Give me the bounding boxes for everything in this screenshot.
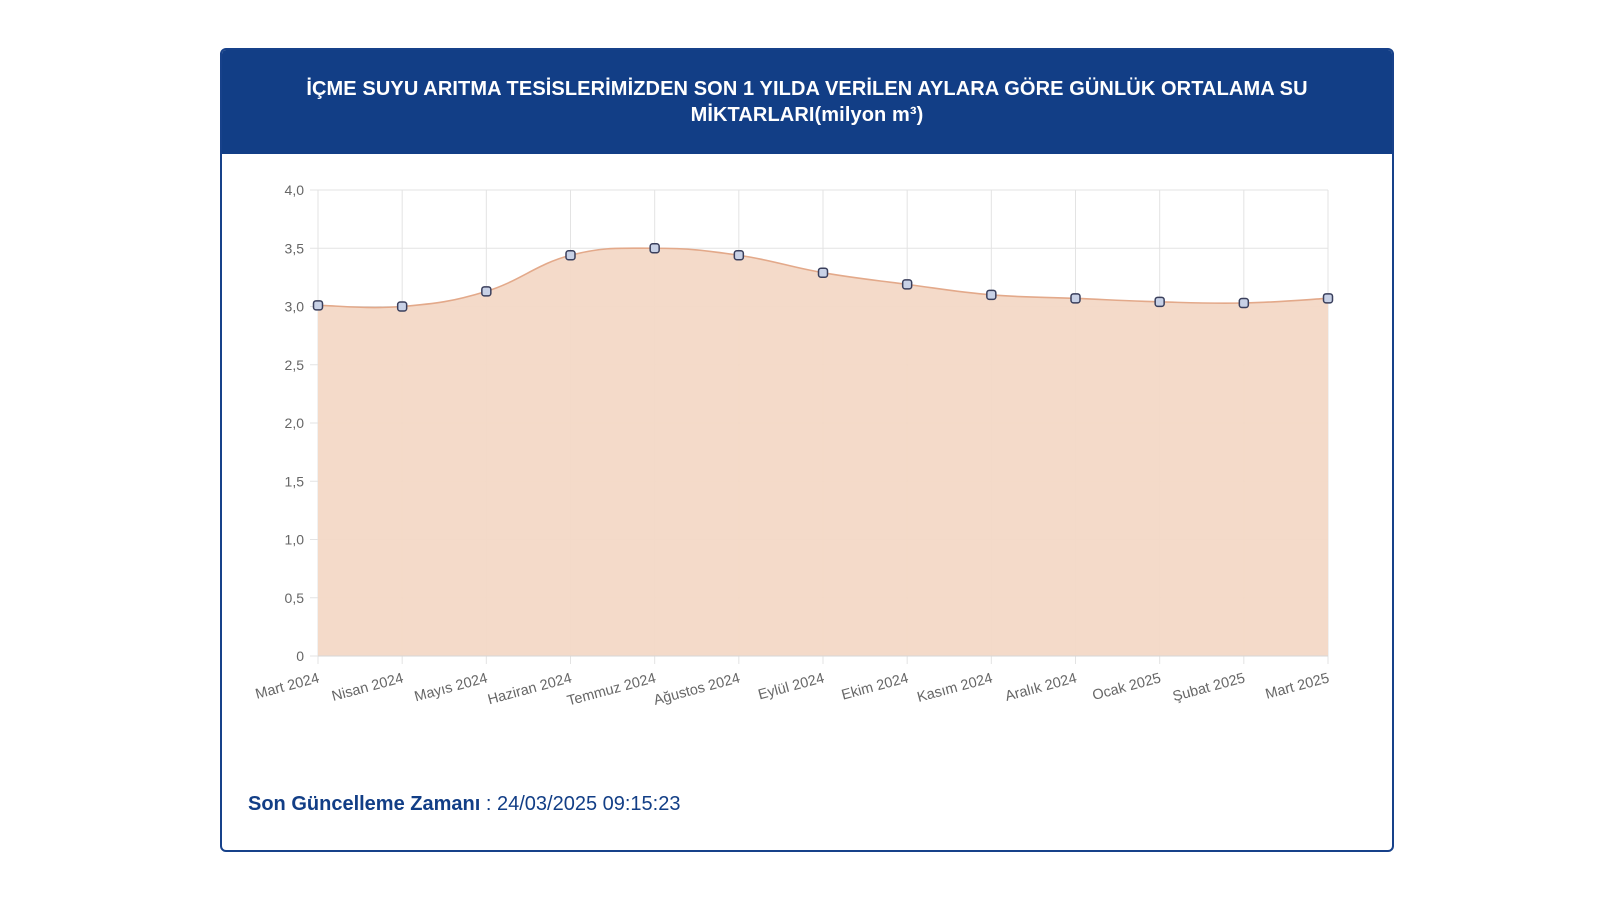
last-update: Son Güncelleme Zamanı : 24/03/2025 09:15…: [248, 793, 680, 816]
chart-card: İÇME SUYU ARITMA TESİSLERİMİZDEN SON 1 Y…: [220, 48, 1394, 852]
x-tick-label: Haziran 2024: [486, 670, 573, 708]
chart-area: 0 0,5 1,0 1,5 2,0 2,5 3,0 3,5 4,0 Mart 2024 Nisan …: [222, 154, 1392, 754]
x-tick-label: Ağustos 2024: [652, 670, 742, 708]
data-point: [565, 249, 576, 261]
data-point: [481, 286, 492, 297]
area-fill: [318, 248, 1328, 656]
x-tick-label: Eylül 2024: [756, 670, 826, 703]
y-tick-label: 0: [296, 648, 304, 664]
y-tick-label: 2,0: [285, 415, 305, 431]
data-point: [986, 289, 997, 301]
last-update-separator: :: [480, 793, 497, 815]
y-tick-label: 0,5: [285, 590, 305, 606]
data-point: [901, 279, 913, 290]
data-point: [817, 267, 829, 278]
data-point: [649, 243, 660, 254]
x-tick-label: Ekim 2024: [840, 670, 910, 703]
x-tick-label: Ocak 2025: [1091, 670, 1163, 704]
x-tick-label: Mayıs 2024: [413, 670, 490, 705]
x-tick-label: Mart 2025: [1264, 670, 1331, 702]
data-point: [733, 249, 745, 261]
last-update-value: 24/03/2025 09:15:23: [496, 793, 681, 815]
x-tick-label: Kasım 2024: [915, 670, 994, 705]
x-tick-label: Şubat 2025: [1171, 670, 1247, 705]
data-point: [312, 300, 324, 311]
card-header: İÇME SUYU ARITMA TESİSLERİMİZDEN SON 1 Y…: [222, 50, 1392, 154]
y-tick-label: 4,0: [285, 182, 305, 198]
chart-title: İÇME SUYU ARITMA TESİSLERİMİZDEN SON 1 Y…: [306, 78, 1308, 126]
y-tick-label: 1,5: [285, 473, 305, 489]
data-point: [1070, 293, 1081, 304]
line-chart: 0 0,5 1,0 1,5 2,0 2,5 3,0 3,5 4,0 Mart 2024 Nisan …: [254, 182, 1334, 709]
data-point: [1154, 296, 1165, 308]
y-tick-label: 3,0: [285, 299, 305, 315]
last-update-label: Son Güncelleme Zamanı: [248, 793, 481, 815]
y-tick-label: 3,5: [285, 240, 305, 256]
x-tick-label: Mart 2024: [254, 670, 321, 702]
x-tick-label: Temmuz 2024: [566, 670, 658, 709]
x-tick-label: Aralık 2024: [1004, 670, 1079, 704]
y-tick-label: 1,0: [285, 532, 305, 548]
data-point: [1238, 297, 1250, 309]
data-point: [1322, 293, 1334, 304]
y-tick-label: 2,5: [285, 357, 305, 373]
x-tick-label: Nisan 2024: [330, 670, 405, 704]
data-point: [396, 301, 408, 312]
